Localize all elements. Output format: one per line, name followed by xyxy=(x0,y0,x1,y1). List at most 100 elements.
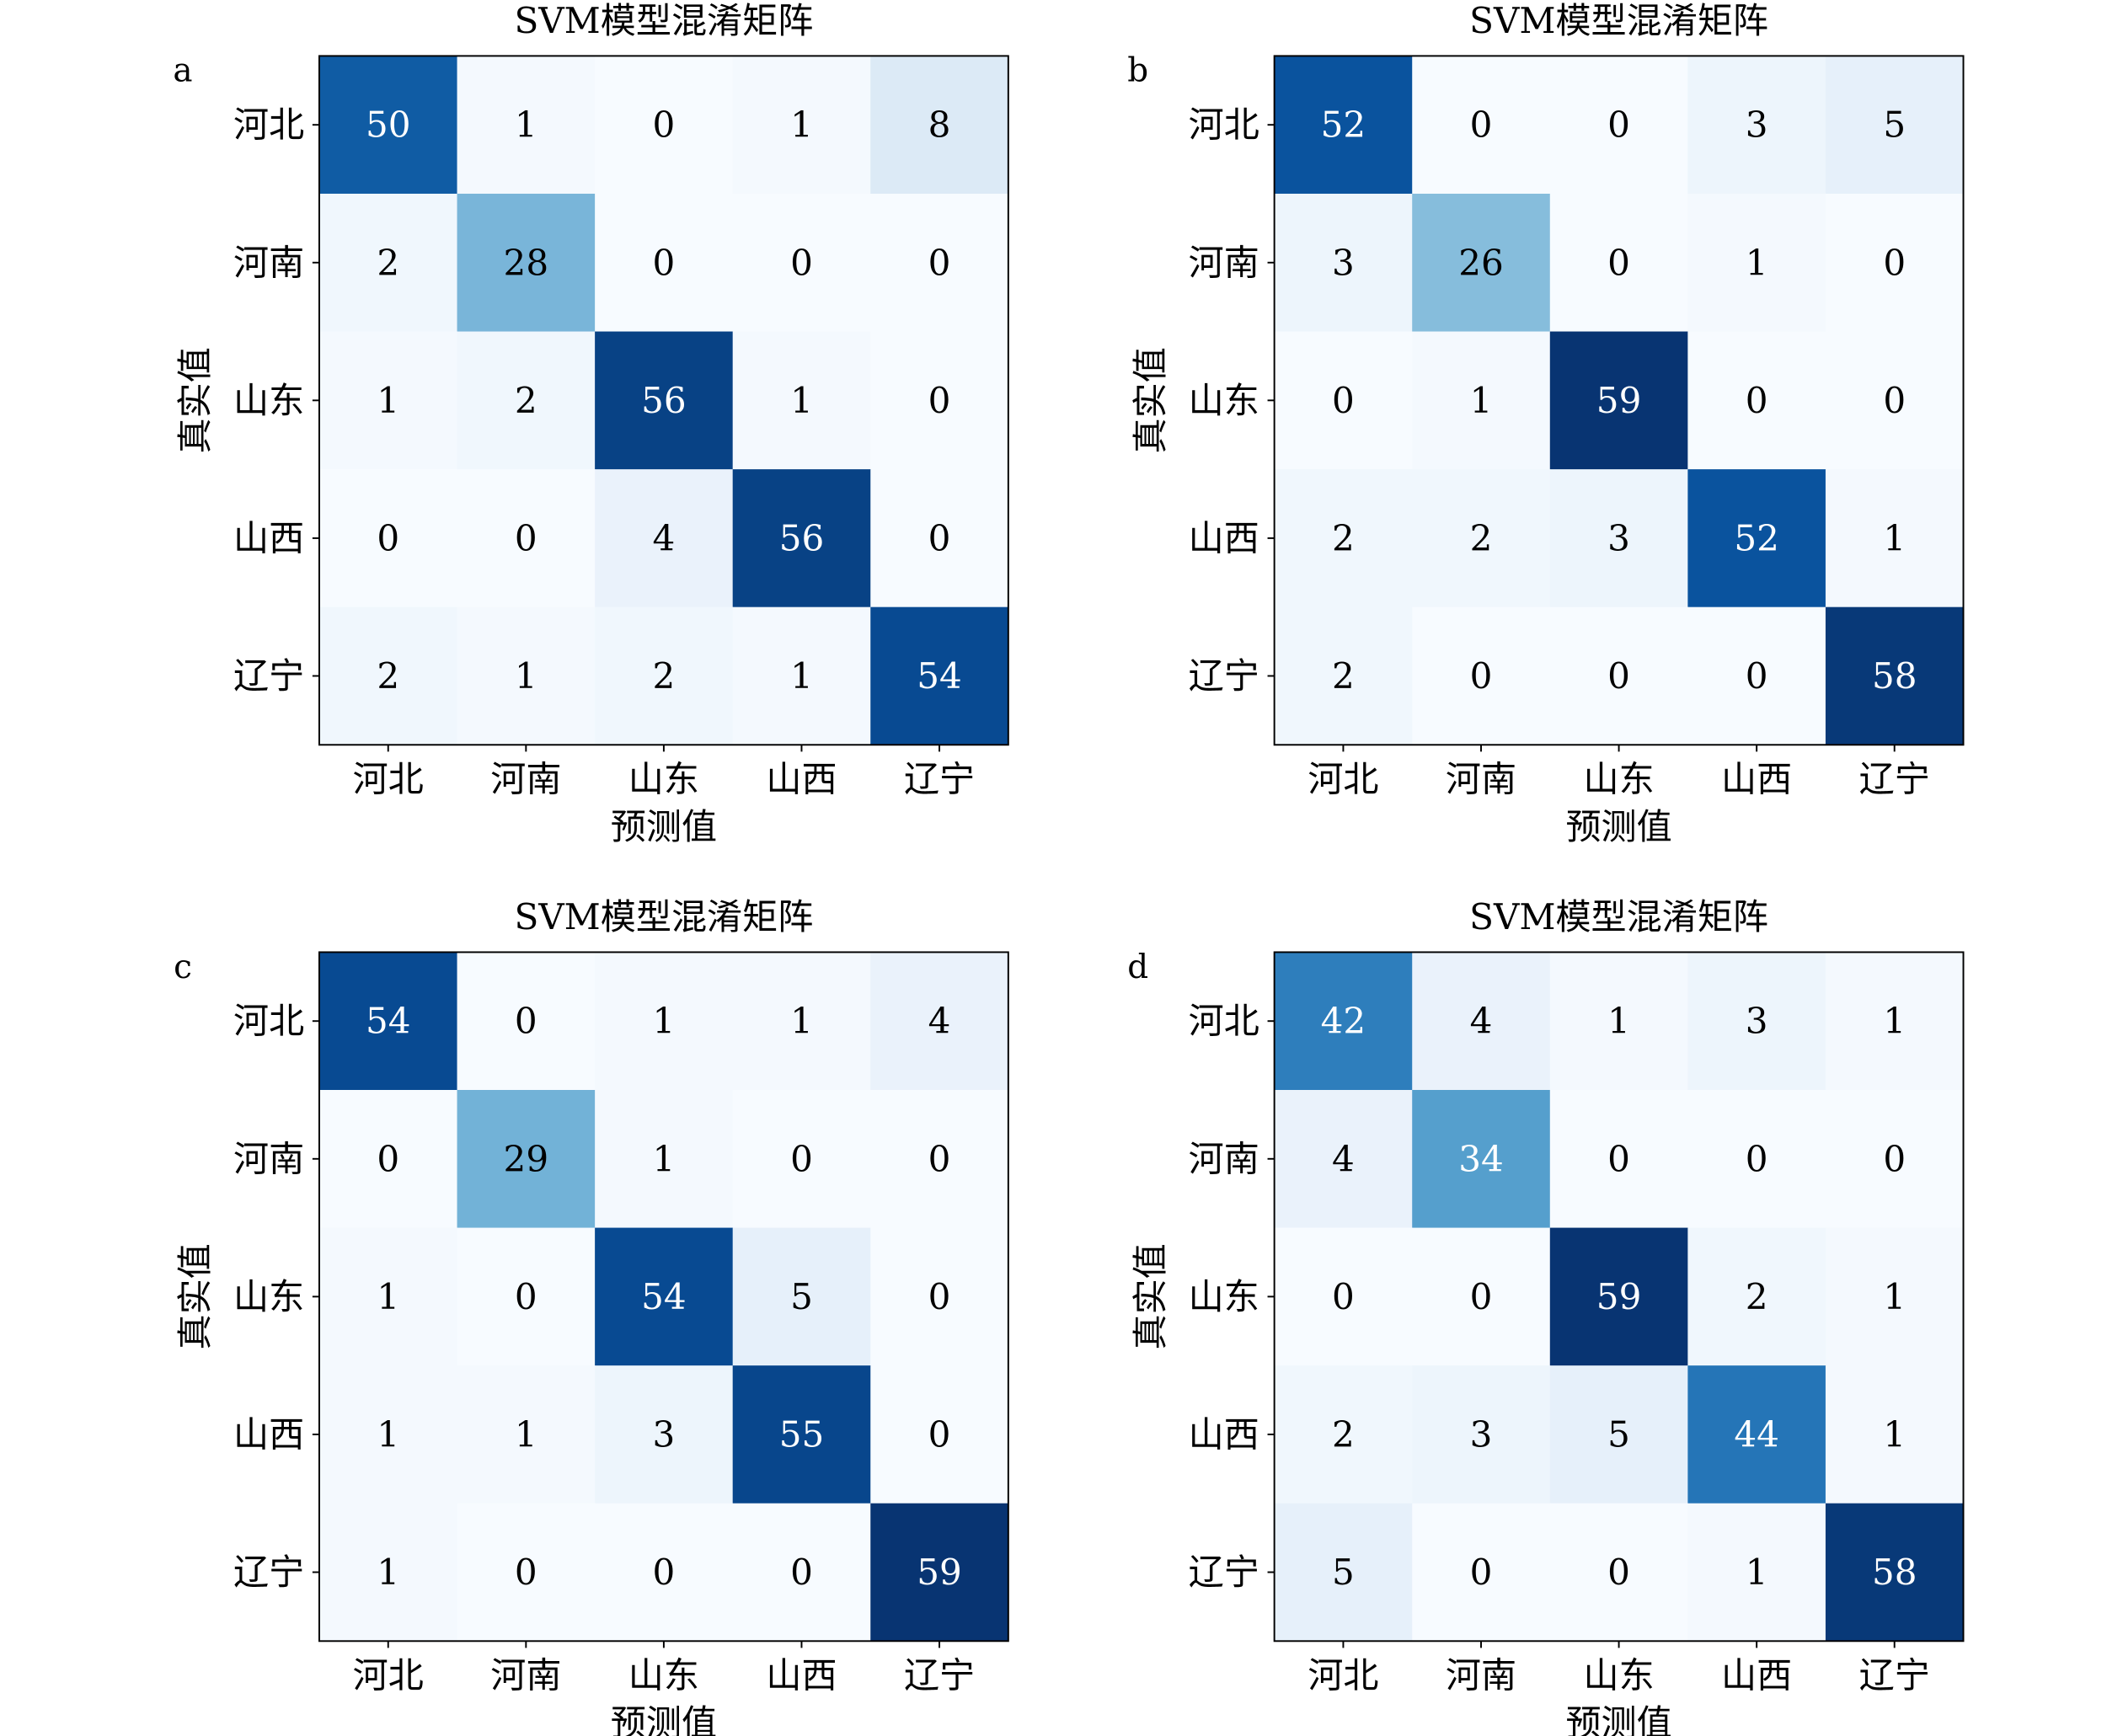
cell-value-label: 4 xyxy=(928,1001,951,1042)
cell-value-label: 0 xyxy=(1607,1138,1630,1179)
heatmap-cell xyxy=(1549,606,1688,745)
x-tick-label: 山西 xyxy=(1721,1654,1792,1696)
heatmap-cell xyxy=(595,1503,734,1642)
confusion-matrix-panel-b: 52 0 0 3 53 26 0 1 00 1 59 0 02 2 3 52 12 0 0 0 58河北河北河南河南山东… xyxy=(1127,0,1965,847)
heatmap-cell xyxy=(1825,193,1965,333)
x-tick-label: 山西 xyxy=(766,758,837,799)
heatmap-cell xyxy=(595,1365,734,1504)
y-tick-label: 河北 xyxy=(1189,104,1259,146)
heatmap-cell xyxy=(457,193,596,333)
heatmap-cell xyxy=(595,1090,734,1229)
panel-label: d xyxy=(1127,948,1148,986)
cell-value-label: 0 xyxy=(790,1138,813,1179)
heatmap-cell xyxy=(318,1090,458,1229)
x-tick-label: 河南 xyxy=(1446,1654,1516,1696)
y-tick-label: 辽宁 xyxy=(1189,655,1259,697)
y-tick-label: 辽宁 xyxy=(1189,1552,1259,1593)
cell-value-label: 4 xyxy=(653,517,676,558)
cell-value-label: 1 xyxy=(377,1552,399,1593)
heatmap-cell xyxy=(870,331,1009,470)
heatmap-cell xyxy=(1687,1365,1826,1504)
x-axis-label: 预测值 xyxy=(1565,806,1671,847)
heatmap-cell xyxy=(1274,606,1413,745)
heatmap-cell xyxy=(595,56,734,195)
cell-value-label: 52 xyxy=(1321,104,1366,146)
cell-value-label: 0 xyxy=(1746,380,1768,421)
heatmap-cell xyxy=(1412,56,1551,195)
x-tick-label: 辽宁 xyxy=(1859,758,1930,799)
y-tick-label: 河南 xyxy=(1189,242,1259,283)
x-tick-label: 河南 xyxy=(1446,758,1516,799)
cell-value-label: 0 xyxy=(515,1001,537,1042)
heatmap-cell xyxy=(732,193,871,333)
heatmap-cell xyxy=(1549,469,1688,608)
heatmap-cell xyxy=(318,1365,458,1504)
cell-value-label: 0 xyxy=(515,1552,537,1593)
cell-value-label: 56 xyxy=(641,380,687,421)
cell-value-label: 4 xyxy=(1470,1001,1493,1042)
cell-value-label: 56 xyxy=(779,517,825,558)
heatmap-cell xyxy=(870,193,1009,333)
cell-value-label: 5 xyxy=(790,1276,813,1317)
heatmap-cell xyxy=(1549,56,1688,195)
heatmap-cell xyxy=(1825,606,1965,745)
heatmap-cell xyxy=(457,1365,596,1504)
cell-value-label: 0 xyxy=(1332,1276,1355,1317)
y-tick-label: 山西 xyxy=(1189,517,1259,558)
heatmap-cell xyxy=(457,56,596,195)
heatmap-cell xyxy=(1825,952,1965,1091)
cell-value-label: 0 xyxy=(377,517,399,558)
heatmap-cell xyxy=(1274,193,1413,333)
cell-value-label: 2 xyxy=(377,242,399,283)
y-axis-label: 真实值 xyxy=(174,1243,216,1349)
heatmap-cell xyxy=(595,952,734,1091)
heatmap-cell xyxy=(1412,952,1551,1091)
cell-value-label: 0 xyxy=(928,242,951,283)
cell-value-label: 3 xyxy=(1332,242,1355,283)
cell-value-label: 2 xyxy=(1746,1276,1768,1317)
cell-value-label: 44 xyxy=(1734,1413,1779,1455)
y-tick-label: 山东 xyxy=(233,380,304,421)
heatmap-cell xyxy=(1687,331,1826,470)
cell-value-label: 59 xyxy=(1596,1276,1642,1317)
heatmap-cell xyxy=(1274,331,1413,470)
cell-value-label: 0 xyxy=(515,517,537,558)
chart-title: SVM模型混淆矩阵 xyxy=(514,896,813,937)
cell-value-label: 28 xyxy=(504,242,549,283)
cell-value-label: 5 xyxy=(1883,104,1906,146)
cell-value-label: 0 xyxy=(1470,655,1493,697)
heatmap-cell xyxy=(1412,1090,1551,1229)
heatmap-cell xyxy=(870,606,1009,745)
heatmap-cell xyxy=(1687,1090,1826,1229)
y-axis-label: 真实值 xyxy=(174,347,216,453)
cell-value-label: 0 xyxy=(928,380,951,421)
cell-value-label: 1 xyxy=(1883,1413,1906,1455)
cell-value-label: 52 xyxy=(1734,517,1779,558)
cell-value-label: 1 xyxy=(515,655,537,697)
cell-value-label: 1 xyxy=(790,380,813,421)
y-tick-label: 辽宁 xyxy=(233,1552,304,1593)
heatmap-cell xyxy=(1274,469,1413,608)
cell-value-label: 26 xyxy=(1458,242,1504,283)
heatmap-cell xyxy=(1825,56,1965,195)
x-tick-label: 河北 xyxy=(353,1654,424,1696)
cell-value-label: 3 xyxy=(1470,1413,1493,1455)
heatmap-cell xyxy=(1412,469,1551,608)
cell-value-label: 0 xyxy=(653,1552,676,1593)
y-tick-label: 河南 xyxy=(233,242,304,283)
cell-value-label: 0 xyxy=(653,104,676,146)
cell-value-label: 0 xyxy=(928,1413,951,1455)
heatmap-cell xyxy=(732,331,871,470)
cell-value-label: 3 xyxy=(1746,104,1768,146)
heatmap-cell xyxy=(1549,952,1688,1091)
heatmap-cell xyxy=(870,56,1009,195)
cell-value-label: 34 xyxy=(1458,1138,1504,1179)
x-tick-label: 河北 xyxy=(1307,758,1378,799)
heatmap-cell xyxy=(595,1227,734,1366)
cell-value-label: 2 xyxy=(1332,517,1355,558)
x-tick-label: 辽宁 xyxy=(904,1654,975,1696)
heatmap-cell xyxy=(457,606,596,745)
cell-value-label: 59 xyxy=(917,1552,962,1593)
heatmap-cell xyxy=(1274,1090,1413,1229)
cell-value-label: 1 xyxy=(653,1001,676,1042)
